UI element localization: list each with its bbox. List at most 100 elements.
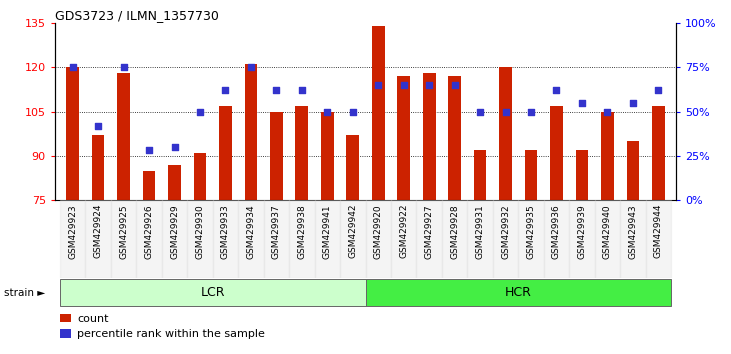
Point	[525, 109, 537, 114]
Text: GSM429941: GSM429941	[323, 204, 332, 258]
Text: GSM429924: GSM429924	[94, 204, 102, 258]
Point	[627, 100, 639, 105]
Bar	[493, 200, 518, 278]
Text: GSM429929: GSM429929	[170, 204, 179, 258]
Bar	[162, 200, 187, 278]
Bar	[645, 200, 671, 278]
Point	[576, 100, 588, 105]
Point	[270, 87, 282, 93]
Text: GSM429922: GSM429922	[399, 204, 408, 258]
Point	[296, 87, 308, 93]
Text: GSM429923: GSM429923	[68, 204, 77, 258]
Point	[550, 87, 562, 93]
Bar	[187, 200, 213, 278]
Bar	[417, 200, 442, 278]
Bar	[238, 200, 264, 278]
Text: GSM429934: GSM429934	[246, 204, 255, 258]
Text: LCR: LCR	[200, 286, 225, 299]
Bar	[289, 200, 314, 278]
Text: GSM429944: GSM429944	[654, 204, 663, 258]
Bar	[213, 200, 238, 278]
Bar	[194, 153, 206, 200]
Bar	[474, 150, 486, 200]
Point	[169, 144, 181, 150]
Text: GSM429939: GSM429939	[577, 204, 586, 259]
Point	[423, 82, 435, 88]
Text: GSM429938: GSM429938	[298, 204, 306, 259]
Bar	[86, 200, 111, 278]
Bar	[346, 135, 359, 200]
Bar	[442, 200, 467, 278]
Bar	[544, 200, 569, 278]
Bar	[60, 200, 86, 278]
Bar	[314, 200, 340, 278]
Bar	[321, 112, 333, 200]
Point	[67, 64, 78, 70]
Bar	[423, 73, 436, 200]
Point	[500, 109, 512, 114]
Bar	[270, 112, 283, 200]
Text: GSM429943: GSM429943	[629, 204, 637, 258]
Bar	[398, 76, 410, 200]
Point	[322, 109, 333, 114]
Text: HCR: HCR	[505, 286, 531, 299]
Bar	[67, 67, 79, 200]
Point	[194, 109, 206, 114]
Text: strain ►: strain ►	[4, 288, 45, 298]
Text: GSM429933: GSM429933	[221, 204, 230, 259]
Bar	[467, 200, 493, 278]
Point	[398, 82, 409, 88]
Point	[602, 109, 613, 114]
Bar	[264, 200, 289, 278]
Bar	[499, 67, 512, 200]
Point	[219, 87, 231, 93]
Bar	[117, 73, 130, 200]
Bar	[525, 150, 537, 200]
Bar	[601, 112, 614, 200]
Bar	[60, 279, 366, 307]
Bar	[372, 26, 385, 200]
Text: GSM429940: GSM429940	[603, 204, 612, 258]
Text: GSM429937: GSM429937	[272, 204, 281, 259]
Text: GSM429926: GSM429926	[145, 204, 154, 258]
Point	[474, 109, 486, 114]
Bar	[340, 200, 366, 278]
Bar	[245, 64, 257, 200]
Text: GSM429925: GSM429925	[119, 204, 128, 258]
Bar	[391, 200, 417, 278]
Text: GSM429942: GSM429942	[348, 204, 357, 258]
Text: GSM429936: GSM429936	[552, 204, 561, 259]
Bar	[136, 200, 162, 278]
Bar	[652, 105, 664, 200]
Point	[92, 123, 104, 129]
Point	[653, 87, 664, 93]
Bar	[575, 150, 588, 200]
Text: GSM429927: GSM429927	[425, 204, 433, 258]
Legend: count, percentile rank within the sample: count, percentile rank within the sample	[61, 314, 265, 339]
Bar	[595, 200, 620, 278]
Bar	[518, 200, 544, 278]
Text: GSM429931: GSM429931	[476, 204, 485, 259]
Text: GSM429920: GSM429920	[374, 204, 383, 258]
Point	[118, 64, 129, 70]
Bar	[92, 135, 105, 200]
Bar	[550, 105, 563, 200]
Bar	[626, 141, 639, 200]
Text: GDS3723 / ILMN_1357730: GDS3723 / ILMN_1357730	[55, 9, 219, 22]
Point	[347, 109, 359, 114]
Bar	[366, 200, 391, 278]
Point	[449, 82, 461, 88]
Bar	[168, 165, 181, 200]
Point	[372, 82, 384, 88]
Bar	[111, 200, 136, 278]
Text: GSM429930: GSM429930	[195, 204, 205, 259]
Bar	[295, 105, 308, 200]
Point	[245, 64, 257, 70]
Text: GSM429932: GSM429932	[501, 204, 510, 258]
Bar	[143, 171, 156, 200]
Bar	[219, 105, 232, 200]
Text: GSM429935: GSM429935	[526, 204, 536, 259]
Bar	[366, 279, 671, 307]
Bar	[620, 200, 645, 278]
Point	[143, 148, 155, 153]
